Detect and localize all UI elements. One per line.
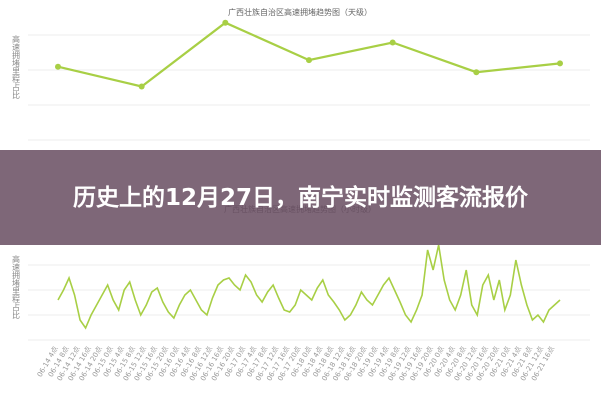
y-axis-label: 高速拥堵里程占比: [12, 34, 21, 100]
point: [138, 83, 145, 90]
line: [57, 21, 561, 88]
headline: 历史上的12月27日，南宁实时监测客流报价: [72, 184, 528, 211]
point: [306, 57, 312, 64]
point: [389, 39, 396, 46]
chart-title: 广西壮族自治区高速拥堵趋势图（天级）: [228, 7, 372, 17]
line: [57, 244, 561, 330]
headline-band: 历史上的12月27日，南宁实时监测客流报价: [0, 150, 601, 245]
grid: [28, 34, 590, 341]
point: [55, 63, 61, 70]
point: [222, 19, 229, 26]
point: [473, 69, 480, 76]
y-axis-label: 高速拥堵里程占比: [12, 254, 21, 320]
point: [557, 60, 563, 67]
